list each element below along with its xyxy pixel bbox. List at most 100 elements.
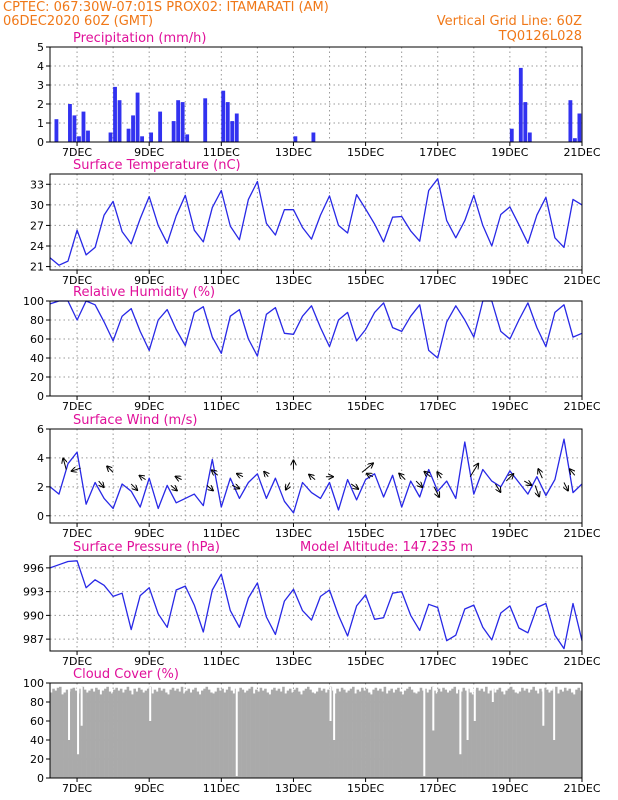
cloud-bar bbox=[329, 686, 333, 778]
y-tick-label: 33 bbox=[30, 178, 44, 191]
x-tick-label: 7DEC bbox=[62, 146, 92, 159]
cloud-bar bbox=[221, 688, 224, 778]
cloud-bar bbox=[340, 687, 344, 778]
x-tick-label: 13DEC bbox=[275, 274, 312, 287]
cloud-bar bbox=[203, 688, 206, 778]
cloud-bar bbox=[352, 686, 355, 778]
wind-vector-arrow bbox=[130, 483, 137, 490]
wind-vector-arrow bbox=[495, 483, 500, 492]
x-tick-label: 19DEC bbox=[491, 527, 528, 540]
wind-vector-arrow bbox=[107, 466, 114, 473]
y-tick-label: 1 bbox=[37, 117, 44, 130]
x-tick-label: 11DEC bbox=[203, 274, 240, 287]
cloud-bar bbox=[86, 692, 89, 778]
cloud-bar bbox=[327, 689, 330, 778]
cloud-bar bbox=[439, 691, 443, 778]
x-tick-label: 21DEC bbox=[563, 400, 600, 413]
cloud-bar bbox=[273, 687, 276, 778]
precip-bar bbox=[176, 100, 181, 142]
cloud-bar bbox=[579, 690, 583, 778]
x-tick-label: 19DEC bbox=[491, 146, 528, 159]
cloud-bar bbox=[74, 690, 78, 778]
cloud-bar bbox=[473, 689, 477, 778]
cloud-bar bbox=[363, 690, 366, 778]
cloud-bar bbox=[282, 686, 285, 778]
cloud-bar bbox=[126, 686, 130, 778]
cloud-bar bbox=[97, 689, 100, 778]
cloud-bar bbox=[207, 689, 211, 778]
x-tick-label: 21DEC bbox=[563, 146, 600, 159]
cloud-bar bbox=[534, 690, 538, 778]
y-tick-label: 80 bbox=[30, 314, 44, 327]
cloud-bar bbox=[343, 689, 346, 778]
cloud-dip bbox=[491, 687, 494, 702]
panel-title: Relative Humidity (%) bbox=[73, 285, 215, 300]
cloud-bar bbox=[198, 694, 202, 778]
cloud-bar bbox=[212, 693, 215, 778]
cloud-bar bbox=[252, 693, 256, 778]
x-tick-label: 11DEC bbox=[203, 146, 240, 159]
header-grid-note: Vertical Grid Line: 60Z bbox=[437, 14, 582, 29]
cloud-bar bbox=[164, 692, 168, 778]
wind-vector-arrow bbox=[425, 472, 431, 477]
cloud-bar bbox=[417, 691, 420, 778]
wind-vector-arrow bbox=[309, 475, 316, 480]
cloud-bar bbox=[316, 691, 319, 778]
cloud-bar bbox=[268, 694, 272, 778]
cloud-bar bbox=[115, 687, 118, 778]
cloud-bar bbox=[433, 690, 436, 778]
cloud-bar bbox=[577, 687, 581, 778]
cloud-bar bbox=[505, 690, 508, 778]
x-tick-label: 7DEC bbox=[62, 400, 92, 413]
cloud-bar bbox=[259, 687, 263, 778]
x-tick-label: 21DEC bbox=[563, 527, 600, 540]
precip-bar bbox=[135, 92, 140, 142]
cloud-bar bbox=[480, 688, 484, 778]
cloud-bar bbox=[507, 688, 511, 778]
cloud-bar bbox=[146, 688, 150, 778]
x-tick-label: 11DEC bbox=[203, 655, 240, 668]
cloud-bar bbox=[140, 689, 143, 778]
cloud-bar bbox=[496, 689, 499, 778]
precip-bar bbox=[518, 67, 523, 142]
cloud-bar bbox=[205, 686, 209, 778]
y-tick-label: 2 bbox=[37, 98, 44, 111]
cloud-bar bbox=[63, 692, 67, 778]
cloud-bar bbox=[153, 689, 157, 778]
series-line bbox=[49, 300, 583, 359]
y-tick-label: 987 bbox=[23, 633, 44, 646]
y-tick-label: 21 bbox=[30, 261, 44, 274]
cloud-bar bbox=[525, 688, 529, 778]
cloud-bar bbox=[210, 692, 213, 778]
panel-frame bbox=[49, 300, 583, 397]
x-tick-label: 7DEC bbox=[62, 274, 92, 287]
series-line bbox=[49, 178, 583, 266]
cloud-bar bbox=[451, 688, 454, 778]
cloud-bar bbox=[149, 686, 152, 778]
cloud-bar bbox=[246, 690, 249, 778]
cloud-bar bbox=[54, 690, 58, 778]
cloud-bar bbox=[257, 691, 260, 778]
x-tick-label: 15DEC bbox=[347, 527, 384, 540]
cloud-bar bbox=[225, 689, 229, 778]
x-tick-label: 15DEC bbox=[347, 146, 384, 159]
cloud-bar bbox=[297, 691, 301, 778]
x-tick-label: 9DEC bbox=[134, 527, 164, 540]
y-tick-label: 2 bbox=[37, 481, 44, 494]
cloud-bar bbox=[201, 690, 204, 778]
cloud-bar bbox=[347, 690, 351, 778]
cloud-bar bbox=[306, 686, 310, 778]
cloud-bar bbox=[539, 688, 542, 778]
cloud-bar bbox=[572, 694, 576, 778]
y-tick-label: 990 bbox=[23, 609, 44, 622]
x-tick-label: 9DEC bbox=[134, 655, 164, 668]
wind-vector-arrow bbox=[286, 482, 290, 490]
cloud-bar bbox=[406, 688, 409, 778]
cloud-bar bbox=[110, 693, 114, 778]
cloud-bar bbox=[162, 688, 166, 778]
cloud-dip bbox=[149, 687, 152, 721]
cloud-bar bbox=[243, 692, 247, 778]
cloud-bar bbox=[356, 689, 360, 778]
cloud-bar bbox=[399, 691, 402, 778]
cloud-bar bbox=[284, 693, 287, 778]
